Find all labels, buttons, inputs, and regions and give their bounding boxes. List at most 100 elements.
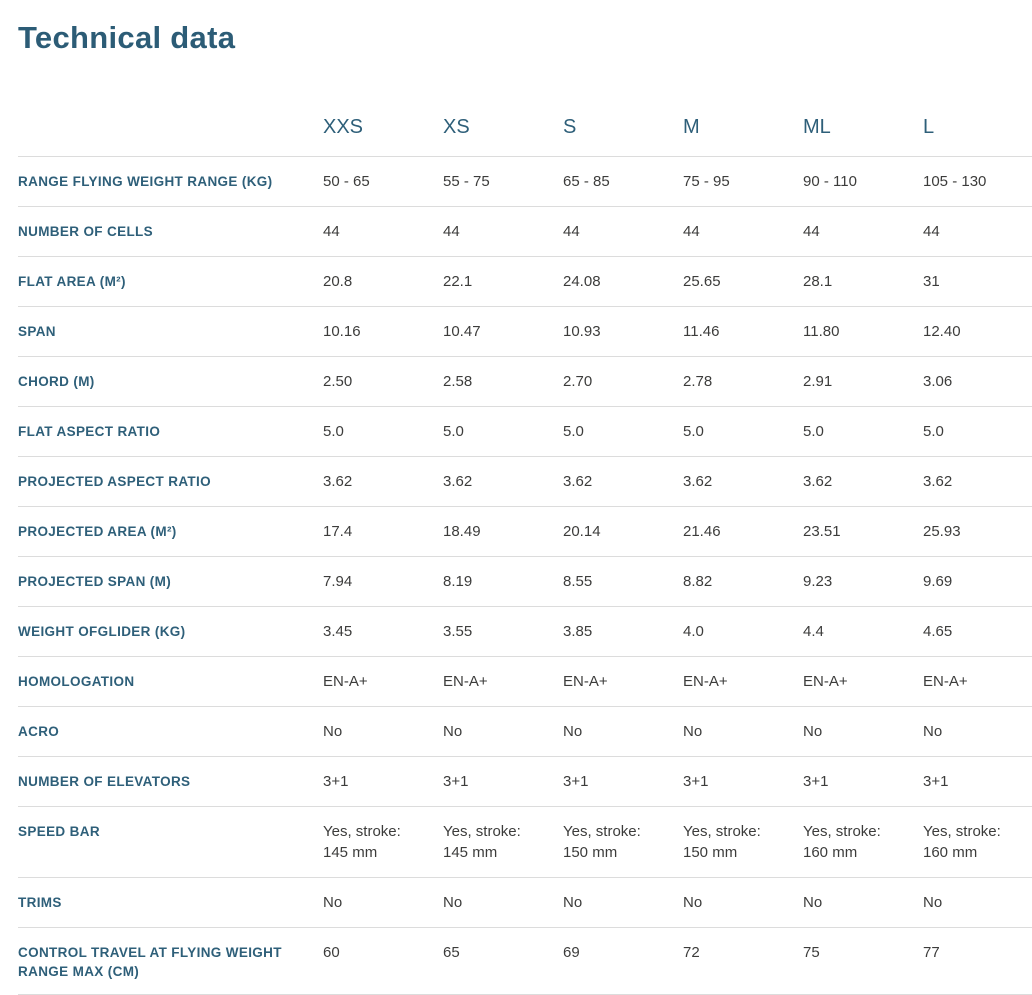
cell-value: 75 - 95 [683, 156, 803, 207]
cell-value: No [803, 706, 923, 757]
cell-value: 55 - 75 [443, 156, 563, 207]
cell-value: 5.0 [443, 406, 563, 457]
cell-value: 5.0 [323, 406, 443, 457]
cell-value: 12.40 [923, 306, 1032, 357]
table-row: PROJECTED SPAN (M) 7.94 8.19 8.55 8.82 9.23 9.… [18, 556, 1032, 607]
row-label: SPEED BAR [18, 806, 323, 878]
row-label: SPAN [18, 306, 323, 357]
cell-value: 28.1 [803, 256, 923, 307]
row-label: CHORD (M) [18, 356, 323, 407]
cell-value: 4.0 [683, 606, 803, 657]
cell-value: Yes, stroke: 150 mm [683, 806, 803, 878]
cell-value: 2.50 [323, 356, 443, 407]
cell-value: 3.62 [923, 456, 1032, 507]
cell-value: 3+1 [923, 756, 1032, 807]
cell-value: 5.0 [683, 406, 803, 457]
column-header-xs: XS [443, 92, 563, 157]
cell-value: 44 [563, 206, 683, 257]
table-row: NUMBER OF CELLS 44 44 44 44 44 44 [18, 206, 1032, 257]
table-header-row: XXS XS S M ML L [18, 92, 1032, 157]
cell-value: 17.4 [323, 506, 443, 557]
row-label: PROJECTED SPAN (M) [18, 556, 323, 607]
cell-value: 20.14 [563, 506, 683, 557]
row-label: PROJECTED ASPECT RATIO [18, 456, 323, 507]
cell-value: No [683, 877, 803, 928]
cell-value: 10.93 [563, 306, 683, 357]
cell-value: 65 - 85 [563, 156, 683, 207]
cell-value: 44 [323, 206, 443, 257]
cell-value: 72 [683, 927, 803, 995]
cell-value: 69 [563, 927, 683, 995]
cell-value: 2.70 [563, 356, 683, 407]
cell-value: EN-A+ [803, 656, 923, 707]
cell-value: 3.62 [683, 456, 803, 507]
table-row: TRIMS No No No No No No [18, 877, 1032, 928]
table-row: NUMBER OF ELEVATORS 3+1 3+1 3+1 3+1 3+1 3+1 [18, 756, 1032, 807]
row-label: NUMBER OF ELEVATORS [18, 756, 323, 807]
cell-value: No [563, 877, 683, 928]
cell-value: EN-A+ [323, 656, 443, 707]
cell-value: 44 [923, 206, 1032, 257]
cell-value: No [923, 706, 1032, 757]
cell-value: 8.82 [683, 556, 803, 607]
cell-value: 11.80 [803, 306, 923, 357]
row-label: WEIGHT OFGLIDER (KG) [18, 606, 323, 657]
cell-value: 2.58 [443, 356, 563, 407]
cell-value: Yes, stroke: 145 mm [323, 806, 443, 878]
cell-value: 5.0 [923, 406, 1032, 457]
cell-value: 10.47 [443, 306, 563, 357]
cell-value: No [803, 877, 923, 928]
cell-value: 77 [923, 927, 1032, 995]
cell-value: No [443, 877, 563, 928]
cell-value: 2.91 [803, 356, 923, 407]
table-row: PROJECTED AREA (M²) 17.4 18.49 20.14 21.46 23… [18, 506, 1032, 557]
cell-value: 50 - 65 [323, 156, 443, 207]
cell-value: No [683, 706, 803, 757]
table-row: FLAT AREA (M²) 20.8 22.1 24.08 25.65 28.1 31 [18, 256, 1032, 307]
cell-value: 3+1 [563, 756, 683, 807]
row-label: CONTROL TRAVEL AT FLYING WEIGHT RANGE MA… [18, 927, 323, 995]
cell-value: No [443, 706, 563, 757]
cell-value: 3.62 [443, 456, 563, 507]
cell-value: Yes, stroke: 160 mm [803, 806, 923, 878]
cell-value: 4.4 [803, 606, 923, 657]
cell-value: 9.69 [923, 556, 1032, 607]
row-label: TRIMS [18, 877, 323, 928]
cell-value: 8.55 [563, 556, 683, 607]
column-header-xxs: XXS [323, 92, 443, 157]
table-row: SPEED BAR Yes, stroke: 145 mm Yes, stroke:… [18, 806, 1032, 878]
technical-data-table: XXS XS S M ML L RANGE FLYING WEIGHT RANGE (KG… [18, 92, 1032, 995]
cell-value: 44 [443, 206, 563, 257]
table-row: PROJECTED ASPECT RATIO 3.62 3.62 3.62 3.62 3.… [18, 456, 1032, 507]
cell-value: 25.65 [683, 256, 803, 307]
cell-value: Yes, stroke: 145 mm [443, 806, 563, 878]
cell-value: 18.49 [443, 506, 563, 557]
row-label: ACRO [18, 706, 323, 757]
table-row: CHORD (M) 2.50 2.58 2.70 2.78 2.91 3.06 [18, 356, 1032, 407]
cell-value: 3.06 [923, 356, 1032, 407]
row-label: HOMOLOGATION [18, 656, 323, 707]
cell-value: 65 [443, 927, 563, 995]
cell-value: 3.62 [323, 456, 443, 507]
column-header-l: L [923, 92, 1032, 157]
cell-value: 21.46 [683, 506, 803, 557]
cell-value: 3.62 [803, 456, 923, 507]
cell-value: 3+1 [683, 756, 803, 807]
cell-value: 75 [803, 927, 923, 995]
table-body: RANGE FLYING WEIGHT RANGE (KG) 50 - 65 55 … [18, 156, 1032, 995]
column-header-ml: ML [803, 92, 923, 157]
cell-value: 2.78 [683, 356, 803, 407]
cell-value: 31 [923, 256, 1032, 307]
cell-value: No [923, 877, 1032, 928]
table-row: HOMOLOGATION EN-A+ EN-A+ EN-A+ EN-A+ EN-A+ EN-… [18, 656, 1032, 707]
cell-value: 3.85 [563, 606, 683, 657]
cell-value: No [563, 706, 683, 757]
table-row: RANGE FLYING WEIGHT RANGE (KG) 50 - 65 55 … [18, 156, 1032, 207]
cell-value: 3+1 [803, 756, 923, 807]
cell-value: 3+1 [443, 756, 563, 807]
table-header: XXS XS S M ML L [18, 92, 1032, 157]
table-row: FLAT ASPECT RATIO 5.0 5.0 5.0 5.0 5.0 5.0 [18, 406, 1032, 457]
cell-value: 9.23 [803, 556, 923, 607]
cell-value: EN-A+ [563, 656, 683, 707]
cell-value: EN-A+ [923, 656, 1032, 707]
